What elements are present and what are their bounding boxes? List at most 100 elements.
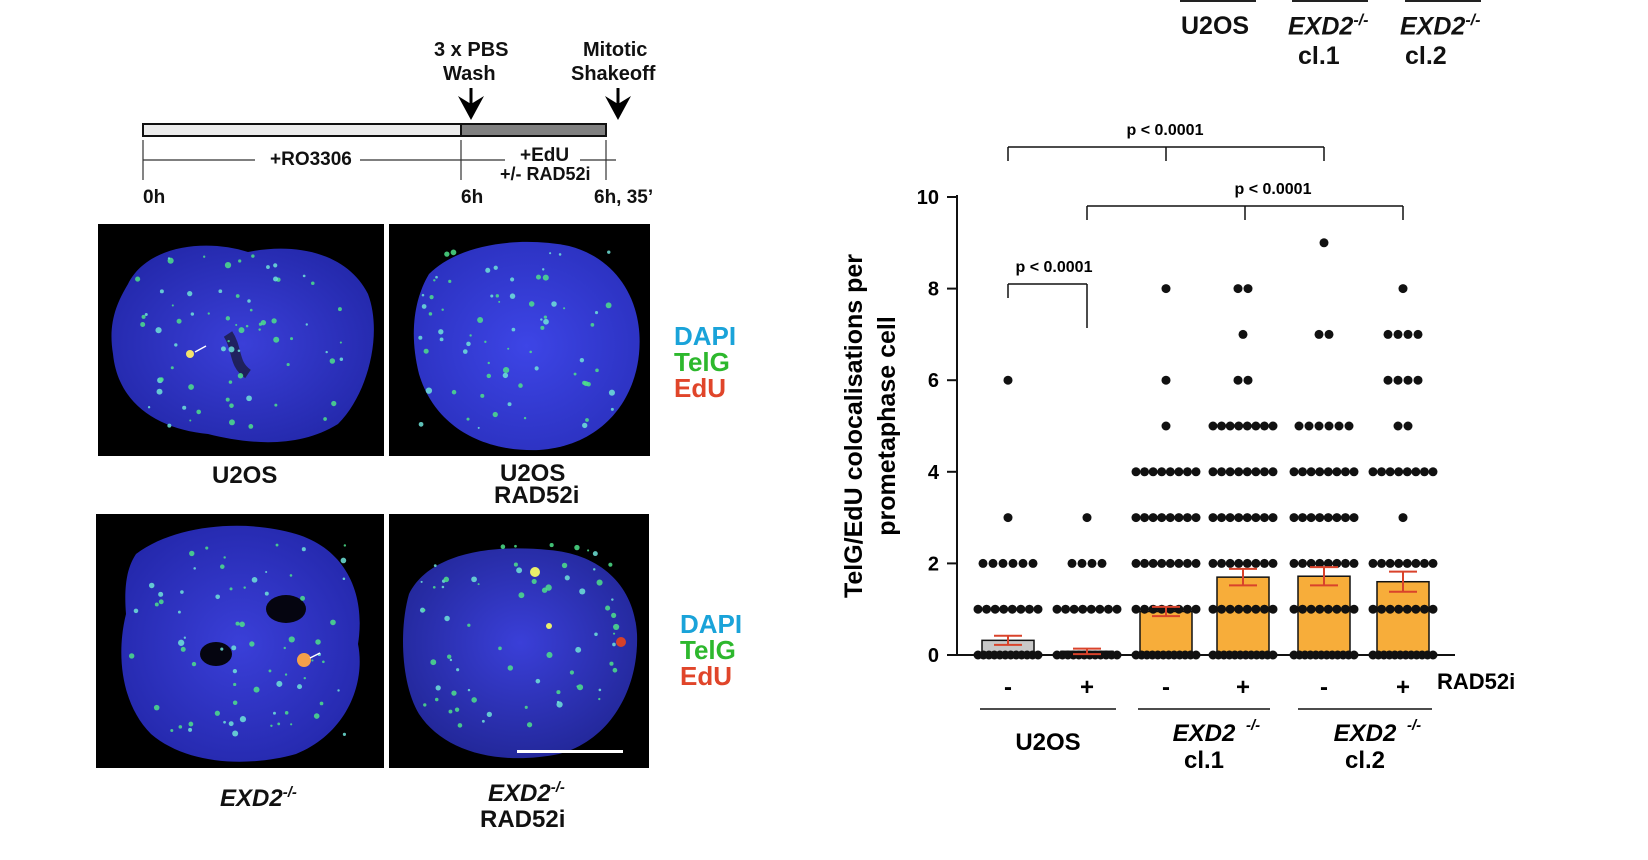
data-point: [1411, 604, 1421, 614]
telg-spot: [454, 707, 460, 712]
telg-spot: [456, 668, 460, 672]
telg-spot: [466, 417, 470, 421]
data-point: [1323, 467, 1333, 477]
data-point: [1233, 284, 1243, 294]
data-point: [1419, 467, 1429, 477]
telg-spot: [443, 576, 450, 583]
telg-spot: [495, 294, 499, 298]
caption-u2os: U2OS: [212, 462, 278, 489]
telg-spot: [311, 659, 314, 662]
data-point: [1306, 467, 1316, 477]
telg-spot: [462, 349, 468, 354]
data-point: [1191, 467, 1201, 477]
telg-spot: [441, 585, 445, 589]
telg-spot: [435, 685, 441, 691]
data-point: [1419, 604, 1429, 614]
data-point: [1289, 558, 1299, 568]
data-point: [1028, 558, 1038, 568]
data-point: [1174, 513, 1184, 523]
data-point: [1067, 558, 1077, 568]
telg-spot: [271, 318, 277, 324]
telg-spot: [207, 312, 210, 315]
data-point: [1428, 558, 1438, 568]
data-point: [1344, 421, 1354, 431]
telg-spot: [148, 582, 155, 589]
category-label: +: [1236, 674, 1250, 701]
wash-arrow-icon: [458, 96, 484, 120]
caption-exd2-rad52i-line2: RAD52i: [480, 806, 566, 833]
telg-spot: [203, 255, 206, 258]
data-point: [1182, 604, 1192, 614]
telg-spot: [451, 690, 457, 696]
step-shakeoff-line1: Mitotic: [583, 39, 648, 61]
telg-spot: [225, 316, 231, 321]
data-point: [1298, 467, 1308, 477]
data-point: [1323, 513, 1333, 523]
telg-spot: [253, 686, 260, 693]
telg-spot: [235, 621, 240, 626]
telg-spot: [337, 307, 342, 312]
caption-exd2-rad52i-line1: EXD2-/-: [488, 779, 565, 807]
image-exd2: [96, 514, 384, 768]
telg-spot: [232, 668, 238, 674]
data-point: [1413, 329, 1423, 339]
telg-spot: [564, 575, 570, 581]
telg-spot: [551, 301, 557, 307]
telg-spot: [227, 339, 230, 343]
data-point: [1394, 604, 1404, 614]
data-point: [1324, 421, 1334, 431]
telg-spot: [549, 543, 554, 548]
telg-spot: [556, 690, 561, 695]
data-point: [1349, 604, 1359, 614]
data-point: [1208, 421, 1218, 431]
telg-spot: [305, 323, 308, 326]
telg-spot: [288, 636, 295, 643]
telg-spot: [420, 580, 423, 583]
telg-spot: [228, 721, 234, 727]
telg-spot: [302, 274, 306, 278]
data-point: [1419, 558, 1429, 568]
telg-spot: [249, 308, 253, 312]
telg-spot: [188, 384, 194, 390]
data-point: [1298, 558, 1308, 568]
treatment-label: RAD52i: [1437, 669, 1515, 694]
data-point: [1148, 558, 1158, 568]
data-point: [1349, 513, 1359, 523]
telg-spot: [447, 654, 452, 659]
telg-spot: [337, 689, 340, 692]
data-point: [1368, 467, 1378, 477]
data-point: [1161, 375, 1171, 385]
telg-spot: [276, 680, 283, 687]
telg-spot: [224, 262, 232, 269]
telg-spot: [484, 340, 487, 343]
telg-spot: [229, 419, 235, 426]
telg-spot: [228, 380, 233, 384]
telg-spot: [493, 265, 498, 270]
telg-spot: [159, 377, 164, 382]
data-point: [1191, 513, 1201, 523]
telg-spot: [490, 294, 494, 298]
channel-legend-bottom: DAPI TelG EdU: [680, 611, 742, 689]
telg-spot: [612, 667, 618, 673]
data-point: [1007, 604, 1017, 614]
y-tick-label: 10: [917, 187, 939, 209]
data-point: [1225, 604, 1235, 614]
data-point: [1323, 558, 1333, 568]
telg-spot: [273, 336, 280, 343]
telg-spot: [605, 605, 611, 611]
data-point: [1332, 467, 1342, 477]
telg-spot: [248, 423, 254, 429]
data-point: [1131, 558, 1141, 568]
telg-spot: [423, 348, 429, 354]
telg-spot: [432, 585, 436, 589]
telg-spot: [273, 711, 276, 715]
category-label: -: [1162, 674, 1170, 701]
telg-spot: [284, 673, 288, 676]
data-point: [1403, 329, 1413, 339]
telg-spot: [556, 700, 560, 704]
telg-spot: [273, 276, 279, 282]
data-point: [1165, 467, 1175, 477]
telg-spot: [159, 289, 164, 294]
data-point: [1242, 513, 1252, 523]
telg-spot: [448, 279, 452, 283]
